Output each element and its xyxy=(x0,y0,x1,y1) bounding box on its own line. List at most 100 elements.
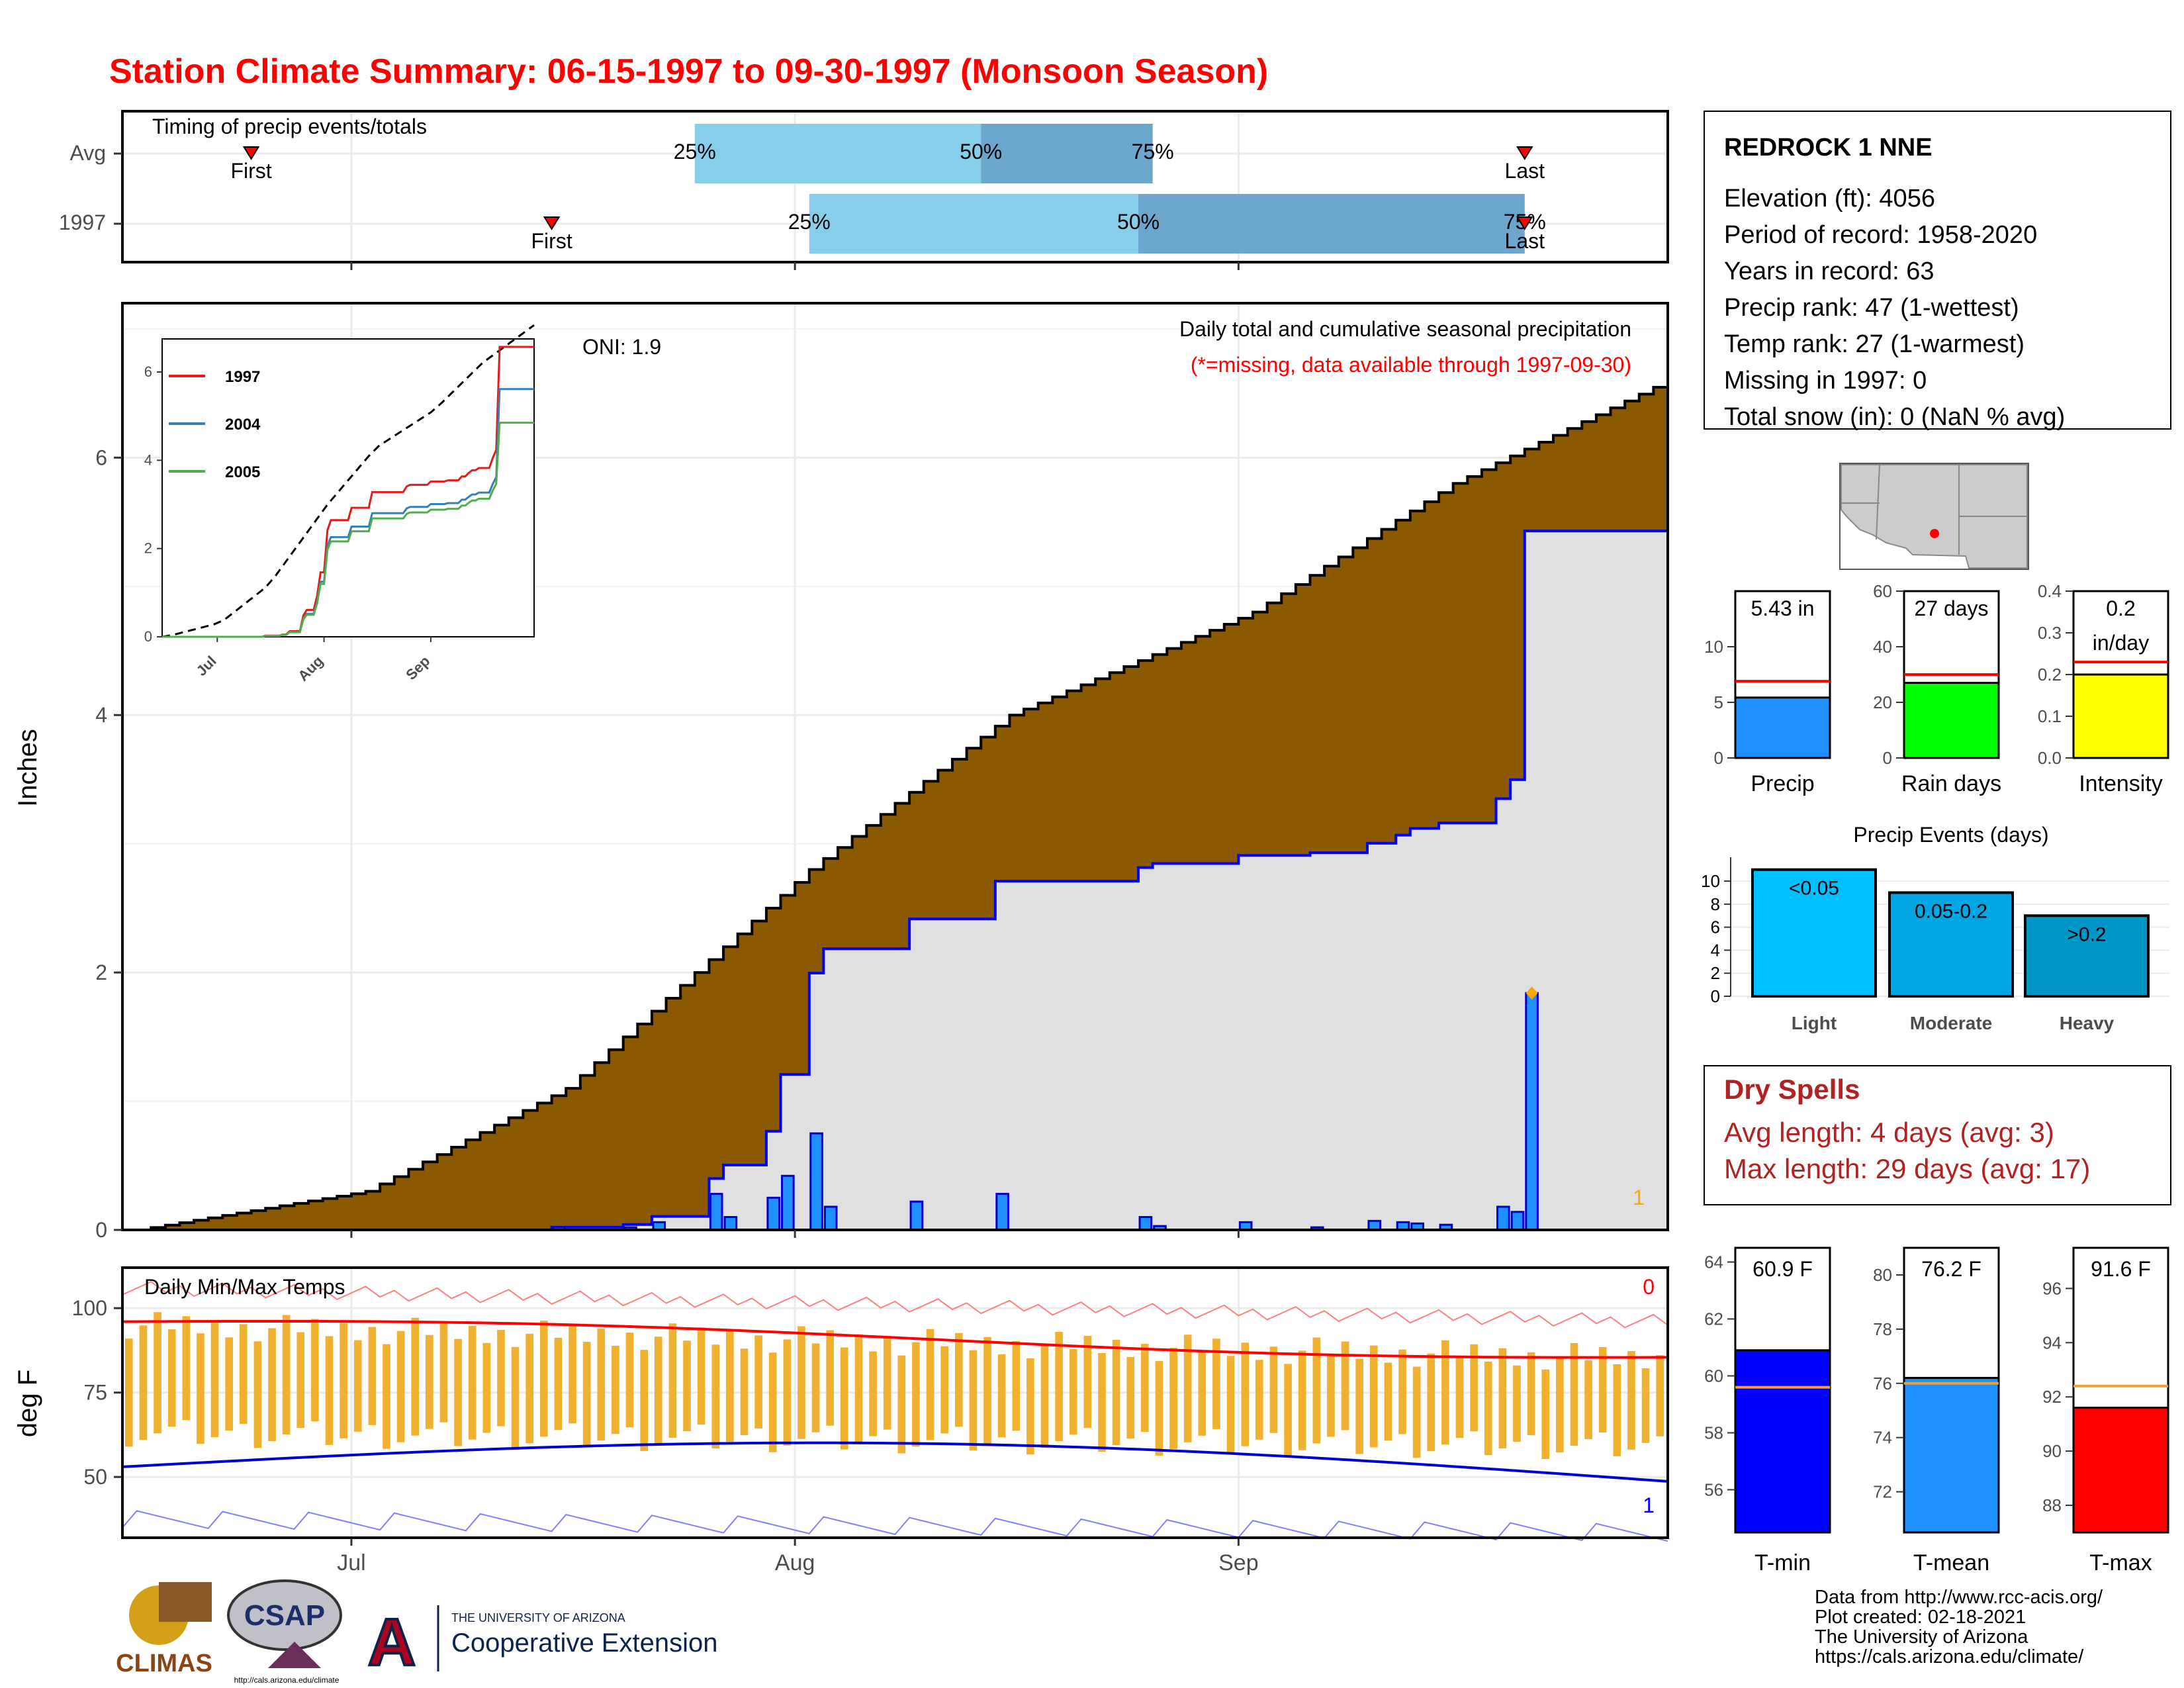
timing-row-avg-label: Avg xyxy=(69,141,106,165)
timing-p50-label: 50% xyxy=(960,140,1002,164)
daily-temp-bar xyxy=(1183,1335,1192,1442)
daily-temp-bar xyxy=(1598,1347,1607,1432)
daily-temp-bar xyxy=(1369,1345,1378,1448)
daily-temp-bar xyxy=(1341,1341,1349,1430)
daily-temp-bar xyxy=(1055,1331,1063,1442)
daily-temp-bar xyxy=(625,1333,634,1428)
climas-mark xyxy=(159,1582,212,1622)
temp-xtick-label: Jul xyxy=(337,1550,365,1575)
temp-summary-chart: 91.6 F 88 90 92 94 96 T-max xyxy=(2042,1246,2169,1575)
daily-precip-bar xyxy=(1138,1216,1153,1231)
temp-frame-bg xyxy=(122,1268,1668,1538)
daily-temp-bar xyxy=(1012,1340,1021,1431)
daily-temp-bar xyxy=(612,1346,619,1434)
timing-first-label: First xyxy=(531,229,572,253)
daily-temp-bar xyxy=(383,1344,390,1449)
daily-temp-bar xyxy=(225,1337,233,1431)
temp-count-bottom: 1 xyxy=(1643,1493,1655,1517)
daily-temp-bar xyxy=(1470,1344,1478,1432)
temp-xtick-label: Aug xyxy=(775,1550,815,1575)
daily-temp-bar xyxy=(396,1331,405,1442)
inset-ytick-label: 2 xyxy=(144,540,152,557)
timing-bar-lower xyxy=(809,194,1139,254)
temp-summary-value: 76.2 F xyxy=(1921,1257,1981,1281)
temp-summary-ytick-label: 94 xyxy=(2042,1333,2062,1352)
daily-temp-bar xyxy=(411,1317,420,1436)
daily-temp-bar xyxy=(969,1350,978,1451)
timing-label: Timing of precip events/totals xyxy=(152,115,427,138)
daily-temp-bar xyxy=(182,1316,191,1421)
event-category-label: Light xyxy=(1792,1013,1837,1033)
summary-ytick-label: 60 xyxy=(1873,581,1892,601)
daily-temp-bar xyxy=(1255,1360,1263,1440)
daily-temp-bar xyxy=(1641,1368,1650,1443)
summary-value-label: 5.43 in xyxy=(1751,596,1814,620)
summary-bar-chart: 0.2 in/day 0.0 0.1 0.2 0.3 0.4 Intensity xyxy=(2038,581,2169,796)
daily-temp-bar xyxy=(912,1342,920,1447)
daily-temp-bar xyxy=(1298,1350,1306,1450)
daily-temp-bar xyxy=(239,1324,248,1425)
summary-ytick-label: 0.0 xyxy=(2038,748,2062,768)
daily-temp-bar xyxy=(697,1327,705,1425)
timing-last-marker xyxy=(1516,216,1533,230)
daily-temp-bar xyxy=(1269,1346,1278,1433)
station-line: Temp rank: 27 (1-warmest) xyxy=(1724,330,2025,358)
temp-summary-label: T-min xyxy=(1754,1550,1811,1575)
daily-temp-bar xyxy=(1513,1365,1521,1442)
event-bar xyxy=(2024,914,2150,998)
event-category-label: Moderate xyxy=(1910,1013,1992,1033)
daily-precip-bar xyxy=(723,1216,738,1231)
daily-temp-bar xyxy=(1198,1352,1206,1436)
daily-temp-bar xyxy=(1312,1337,1321,1444)
temp-summary-ytick-label: 92 xyxy=(2042,1387,2062,1407)
temp-ytick-label: 75 xyxy=(83,1381,107,1405)
daily-temp-bar xyxy=(1069,1348,1077,1435)
station-info-frame xyxy=(1704,111,2171,430)
temp-summary-ytick-label: 62 xyxy=(1704,1309,1723,1329)
daily-temp-bar xyxy=(726,1331,734,1442)
daily-temp-bar xyxy=(1427,1353,1435,1452)
temp-summary-ytick-label: 56 xyxy=(1704,1480,1723,1500)
avg-max-line xyxy=(122,1319,1668,1359)
timing-bar-upper xyxy=(1138,194,1525,254)
ua-extension-text: Cooperative Extension xyxy=(451,1628,717,1658)
daily-temp-bar xyxy=(554,1337,563,1430)
temp-summary-ytick-label: 60 xyxy=(1704,1366,1723,1386)
station-line: Total snow (in): 0 (NaN % avg) xyxy=(1724,403,2065,431)
daily-temp-bar xyxy=(210,1320,219,1438)
daily-temp-bar xyxy=(311,1319,319,1421)
inset-avg-line xyxy=(161,324,535,638)
max-precip-marker xyxy=(1525,986,1538,1000)
dry-spells-box: Dry Spells Avg length: 4 days (avg: 3) M… xyxy=(1704,1065,2171,1205)
summary-ytick-label: 40 xyxy=(1873,637,1892,657)
footer-credits: Data from http://www.rcc-acis.org/ Plot … xyxy=(1815,1587,2103,1667)
daily-temp-bar xyxy=(883,1338,891,1430)
daily-temp-bar xyxy=(754,1335,762,1429)
daily-temp-bar xyxy=(125,1338,133,1447)
event-category-label: Heavy xyxy=(2060,1013,2115,1033)
inset-ytick-label: 0 xyxy=(144,628,152,645)
station-location-dot xyxy=(1930,529,1939,538)
daily-temp-bar xyxy=(497,1329,505,1427)
event-bar-label: <0.05 xyxy=(1789,878,1839,900)
event-bar-label: 0.05-0.2 xyxy=(1915,900,1987,922)
daily-temp-bar xyxy=(640,1350,648,1452)
precip-ytick-label: 0 xyxy=(95,1218,107,1242)
temp-summary-ytick-label: 76 xyxy=(1873,1374,1892,1393)
inset-legend-label: 2005 xyxy=(225,463,260,481)
csap-logo: CSAP http://cals.arizona.edu/climate xyxy=(227,1579,342,1685)
daily-temp-bar xyxy=(926,1329,934,1440)
inset-legend-label: 2004 xyxy=(225,416,261,434)
locator-map xyxy=(1839,463,2029,570)
events-ytick-label: 6 xyxy=(1711,917,1720,937)
temp-xtick-label: Sep xyxy=(1218,1550,1259,1575)
daily-temp-bar xyxy=(368,1327,377,1425)
temp-ytick-label: 50 xyxy=(83,1465,107,1489)
temp-summary-ytick-label: 90 xyxy=(2042,1441,2062,1461)
daily-temp-bar xyxy=(811,1343,820,1432)
daily-temp-bar xyxy=(325,1336,334,1445)
summary-bar-label: Rain days xyxy=(1901,771,2001,796)
summary-value-label: 27 days xyxy=(1914,596,1988,620)
